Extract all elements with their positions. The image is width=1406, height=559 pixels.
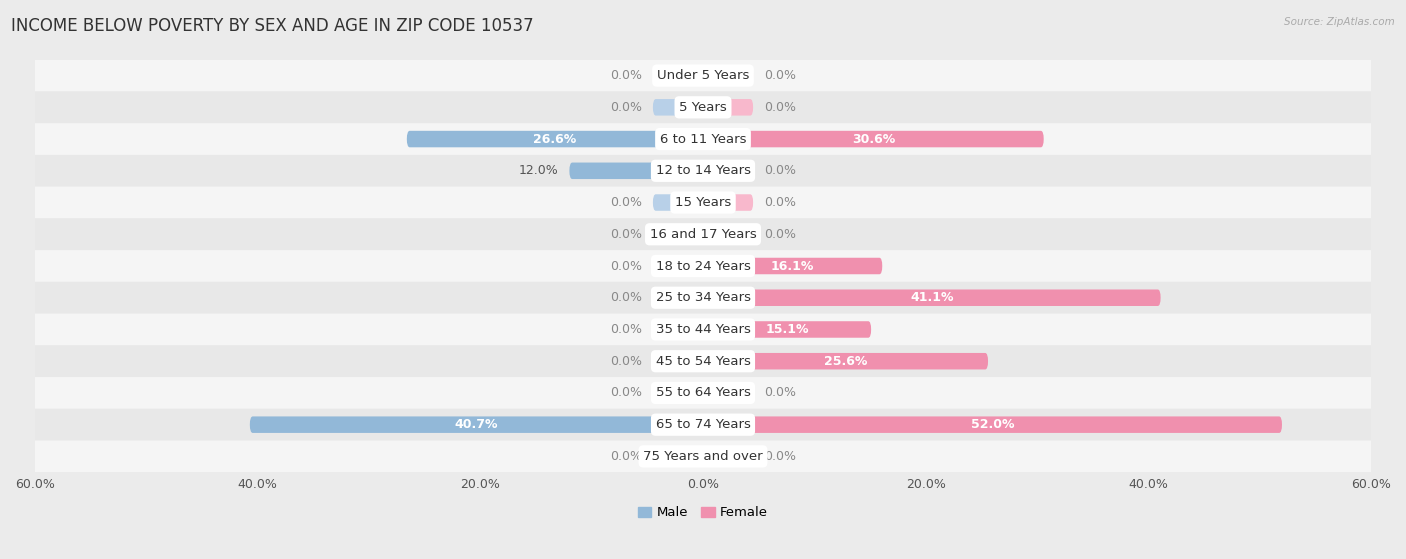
Text: 75 Years and over: 75 Years and over <box>643 450 763 463</box>
Text: 0.0%: 0.0% <box>765 101 796 114</box>
FancyBboxPatch shape <box>406 131 703 148</box>
Text: INCOME BELOW POVERTY BY SEX AND AGE IN ZIP CODE 10537: INCOME BELOW POVERTY BY SEX AND AGE IN Z… <box>11 17 534 35</box>
FancyBboxPatch shape <box>652 258 703 274</box>
FancyBboxPatch shape <box>703 258 882 274</box>
FancyBboxPatch shape <box>652 321 703 338</box>
FancyBboxPatch shape <box>703 99 754 116</box>
FancyBboxPatch shape <box>35 282 1371 314</box>
FancyBboxPatch shape <box>652 290 703 306</box>
FancyBboxPatch shape <box>35 187 1371 219</box>
FancyBboxPatch shape <box>35 377 1371 409</box>
FancyBboxPatch shape <box>35 440 1371 472</box>
FancyBboxPatch shape <box>35 250 1371 282</box>
FancyBboxPatch shape <box>35 219 1371 250</box>
Text: 0.0%: 0.0% <box>610 355 641 368</box>
FancyBboxPatch shape <box>703 321 872 338</box>
FancyBboxPatch shape <box>703 163 754 179</box>
Text: 0.0%: 0.0% <box>610 291 641 304</box>
Text: 0.0%: 0.0% <box>610 450 641 463</box>
Text: Source: ZipAtlas.com: Source: ZipAtlas.com <box>1284 17 1395 27</box>
Text: 0.0%: 0.0% <box>610 196 641 209</box>
FancyBboxPatch shape <box>703 131 1043 148</box>
Text: 0.0%: 0.0% <box>765 386 796 400</box>
Text: 0.0%: 0.0% <box>610 323 641 336</box>
Text: 0.0%: 0.0% <box>765 450 796 463</box>
Text: 0.0%: 0.0% <box>765 196 796 209</box>
FancyBboxPatch shape <box>250 416 703 433</box>
Text: 45 to 54 Years: 45 to 54 Years <box>655 355 751 368</box>
Text: 0.0%: 0.0% <box>610 69 641 82</box>
FancyBboxPatch shape <box>35 409 1371 440</box>
Text: 15 Years: 15 Years <box>675 196 731 209</box>
Text: 26.6%: 26.6% <box>533 132 576 145</box>
Legend: Male, Female: Male, Female <box>638 506 768 519</box>
FancyBboxPatch shape <box>703 416 1282 433</box>
FancyBboxPatch shape <box>35 60 1371 92</box>
Text: 0.0%: 0.0% <box>765 228 796 241</box>
FancyBboxPatch shape <box>703 67 754 84</box>
Text: 16.1%: 16.1% <box>770 259 814 272</box>
FancyBboxPatch shape <box>35 345 1371 377</box>
FancyBboxPatch shape <box>652 385 703 401</box>
FancyBboxPatch shape <box>703 353 988 369</box>
FancyBboxPatch shape <box>703 290 1160 306</box>
Text: 0.0%: 0.0% <box>610 101 641 114</box>
Text: 12 to 14 Years: 12 to 14 Years <box>655 164 751 177</box>
Text: 65 to 74 Years: 65 to 74 Years <box>655 418 751 431</box>
FancyBboxPatch shape <box>652 99 703 116</box>
Text: 41.1%: 41.1% <box>910 291 953 304</box>
Text: 0.0%: 0.0% <box>610 228 641 241</box>
FancyBboxPatch shape <box>35 92 1371 123</box>
Text: 6 to 11 Years: 6 to 11 Years <box>659 132 747 145</box>
Text: 25 to 34 Years: 25 to 34 Years <box>655 291 751 304</box>
Text: 35 to 44 Years: 35 to 44 Years <box>655 323 751 336</box>
FancyBboxPatch shape <box>652 448 703 465</box>
Text: 18 to 24 Years: 18 to 24 Years <box>655 259 751 272</box>
Text: 55 to 64 Years: 55 to 64 Years <box>655 386 751 400</box>
Text: 16 and 17 Years: 16 and 17 Years <box>650 228 756 241</box>
FancyBboxPatch shape <box>569 163 703 179</box>
Text: Under 5 Years: Under 5 Years <box>657 69 749 82</box>
FancyBboxPatch shape <box>703 448 754 465</box>
Text: 25.6%: 25.6% <box>824 355 868 368</box>
Text: 15.1%: 15.1% <box>765 323 808 336</box>
Text: 0.0%: 0.0% <box>610 259 641 272</box>
Text: 12.0%: 12.0% <box>519 164 558 177</box>
Text: 30.6%: 30.6% <box>852 132 896 145</box>
Text: 5 Years: 5 Years <box>679 101 727 114</box>
FancyBboxPatch shape <box>35 314 1371 345</box>
Text: 0.0%: 0.0% <box>765 69 796 82</box>
FancyBboxPatch shape <box>703 385 754 401</box>
Text: 40.7%: 40.7% <box>454 418 498 431</box>
FancyBboxPatch shape <box>703 195 754 211</box>
FancyBboxPatch shape <box>652 353 703 369</box>
FancyBboxPatch shape <box>703 226 754 243</box>
FancyBboxPatch shape <box>35 155 1371 187</box>
FancyBboxPatch shape <box>652 195 703 211</box>
Text: 0.0%: 0.0% <box>765 164 796 177</box>
Text: 0.0%: 0.0% <box>610 386 641 400</box>
Text: 52.0%: 52.0% <box>970 418 1014 431</box>
FancyBboxPatch shape <box>652 226 703 243</box>
FancyBboxPatch shape <box>652 67 703 84</box>
FancyBboxPatch shape <box>35 123 1371 155</box>
